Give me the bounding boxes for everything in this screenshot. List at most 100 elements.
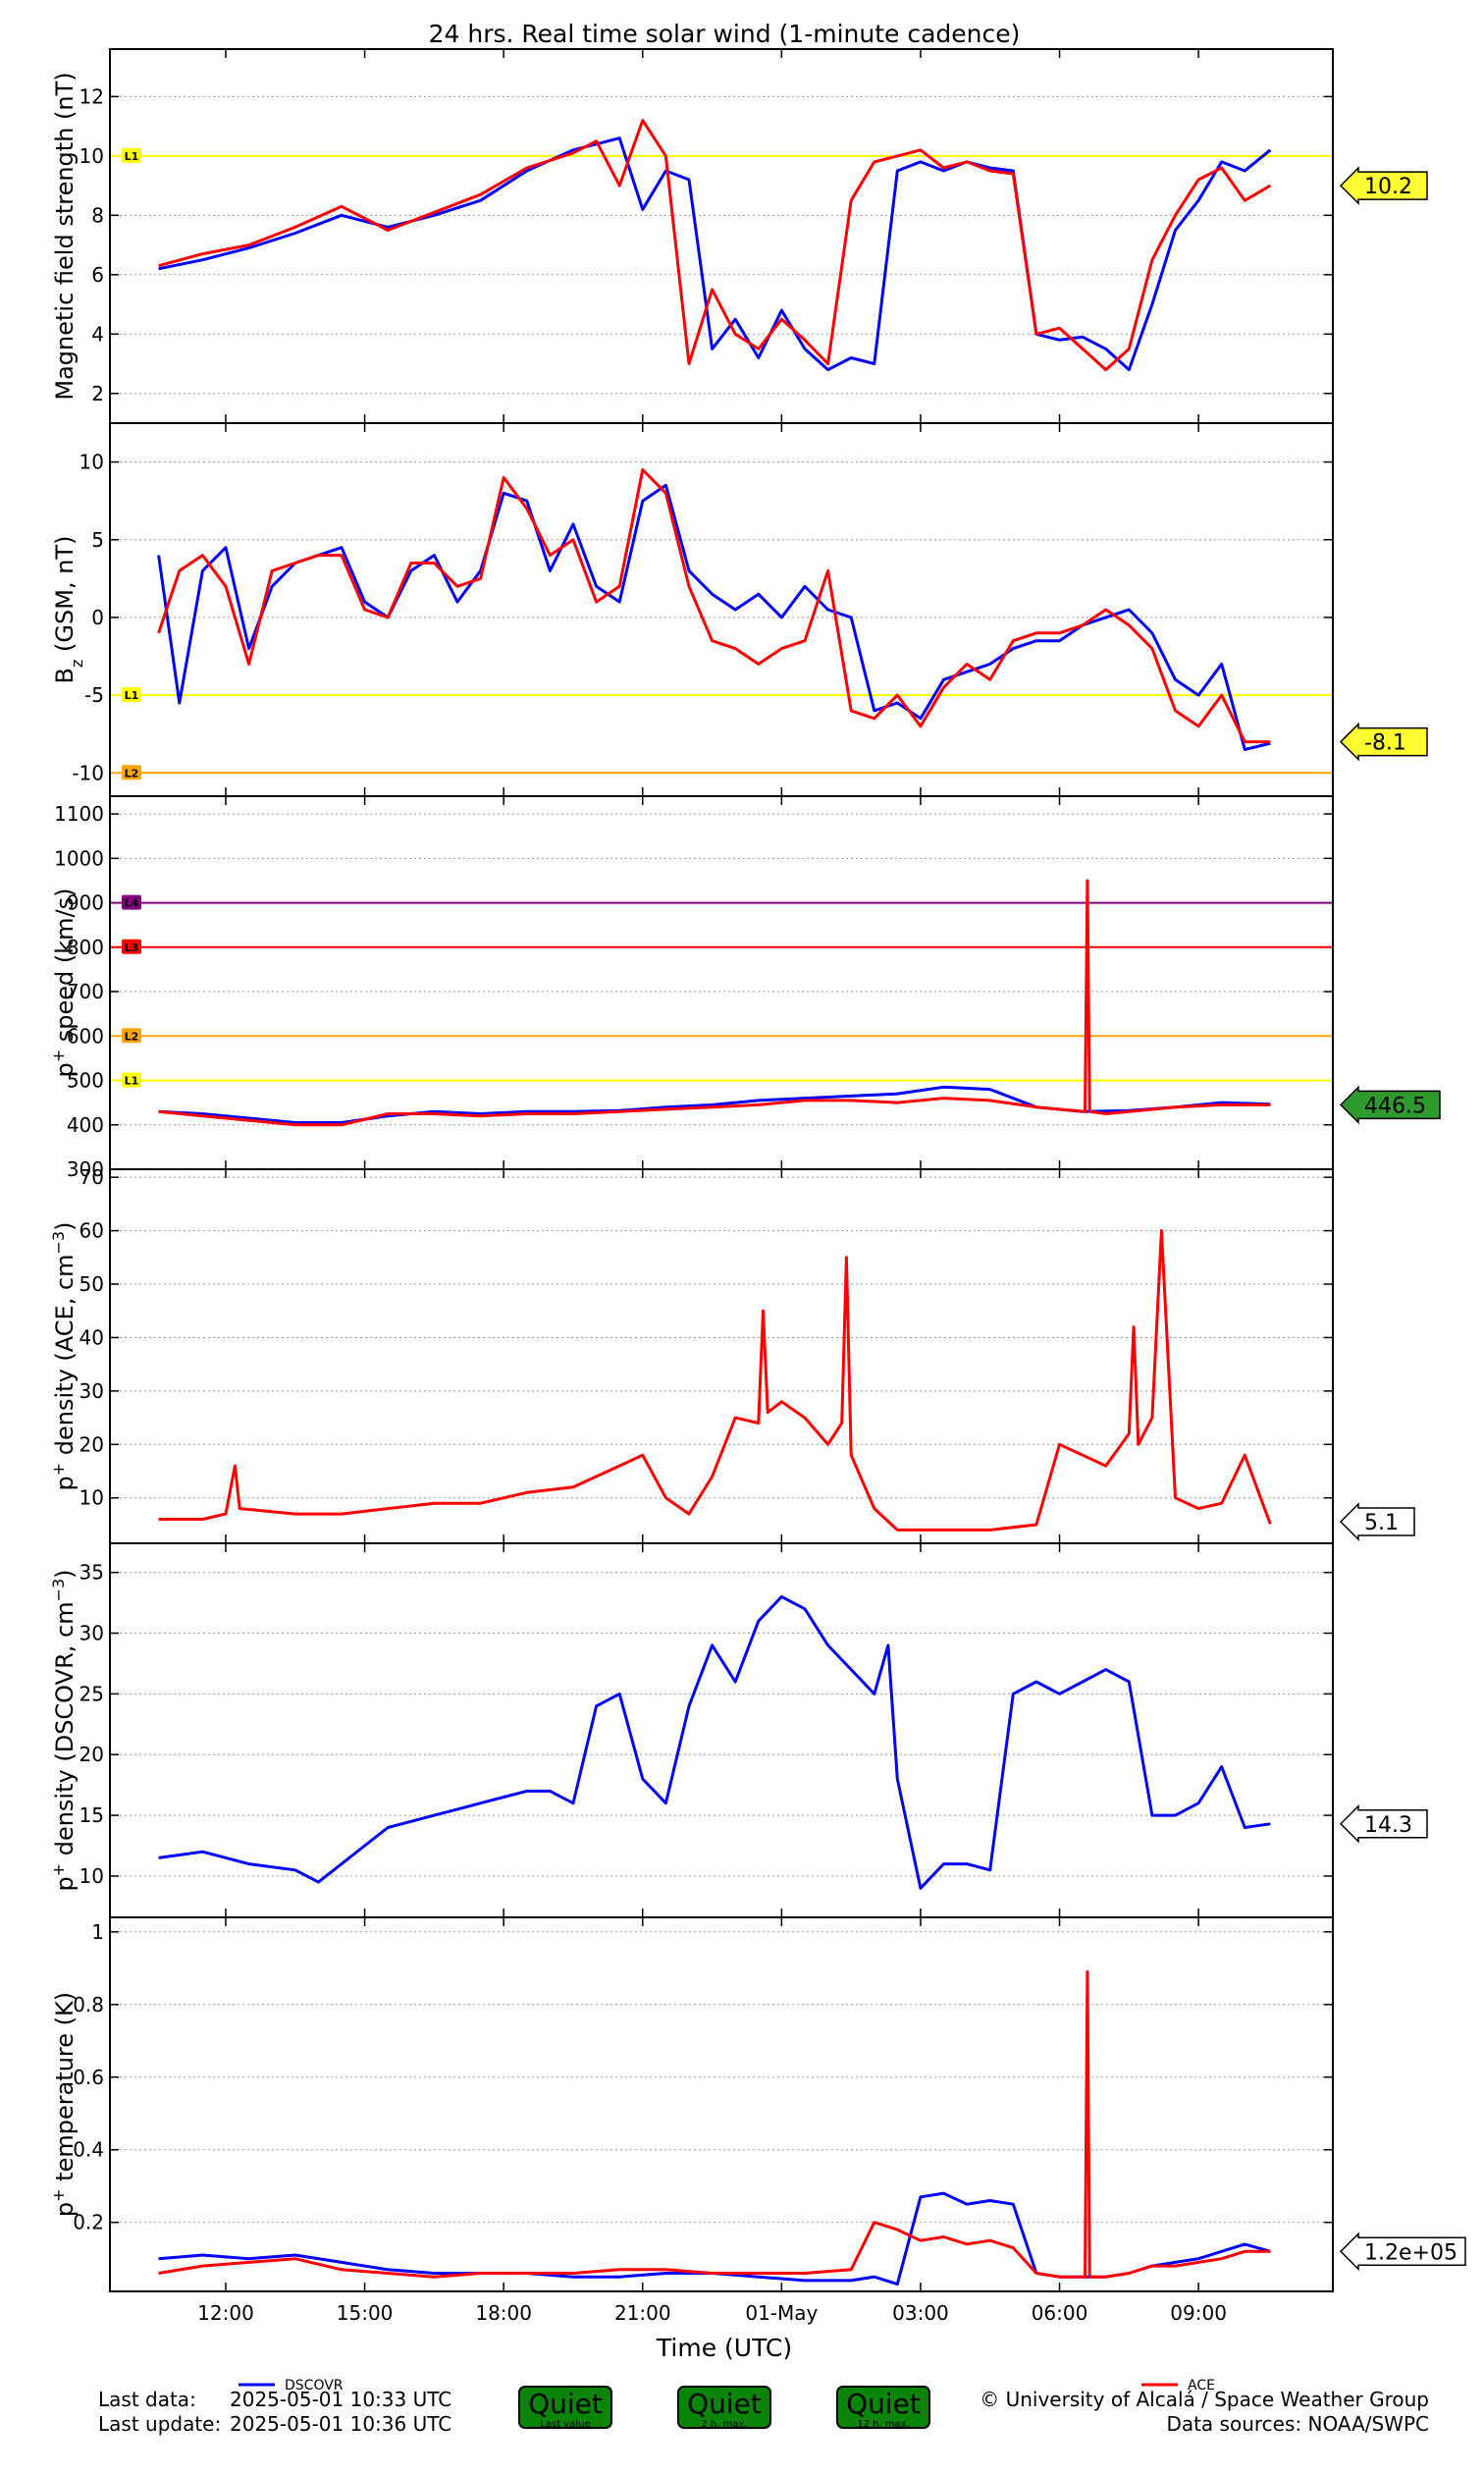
panel-bt-frame xyxy=(109,48,1334,424)
status-last-value-label: Quiet xyxy=(528,2388,603,2420)
series-dscovr-density_dscovr xyxy=(158,1594,1271,1890)
legend-ace-label: ACE xyxy=(1188,2378,1215,2393)
panel-bz-threshold-badge xyxy=(122,765,141,780)
panel-speed-threshold-badge xyxy=(122,1028,141,1044)
panel-density_ace-current-arrow-icon xyxy=(1339,1502,1415,1541)
panel-bz-current-value: -8.1 xyxy=(1364,731,1406,756)
panel-speed-threshold-badge xyxy=(122,1072,141,1088)
status-12h-max-label: Quiet xyxy=(846,2388,921,2420)
panel-density_dscovr-ytick-label: 15 xyxy=(80,1803,104,1827)
panel-bt-threshold-label: L1 xyxy=(125,150,139,163)
x-tick-label: 01-May xyxy=(745,2301,818,2325)
panel-speed-ytick-label: 1000 xyxy=(54,846,104,870)
panel-temperature-ytick-label: 0.4 xyxy=(73,2138,104,2162)
panel-density_ace-ytick-label: 10 xyxy=(80,1486,104,1510)
panel-bt: 2 4 6 8 10 12 L1 Magnetic field strength (nT) 10… xyxy=(51,48,1428,424)
panel-bz-ytick-label: 0 xyxy=(91,606,104,629)
panel-temperature-ytick-label: 0.6 xyxy=(73,2066,104,2089)
panel-density_dscovr-ytick-label: 35 xyxy=(80,1561,104,1585)
panel-bz-frame xyxy=(109,422,1334,797)
panel-temperature-ylabel: p+ temperature (K) xyxy=(49,1992,80,2217)
panel-density_dscovr-ytick-label: 20 xyxy=(80,1743,104,1766)
panel-bz-ytick-label: 10 xyxy=(80,451,104,474)
x-tick-label: 03:00 xyxy=(892,2301,949,2325)
panel-bt-ylabel: Magnetic field strength (nT) xyxy=(51,72,79,400)
panel-temperature-ytick-label: 0.8 xyxy=(73,1993,104,2017)
x-tick-label: 12:00 xyxy=(197,2301,254,2325)
status-2h-max-label: Quiet xyxy=(687,2388,762,2420)
panel-temperature-ytick-label: 0.2 xyxy=(73,2211,104,2234)
series-ace-bz xyxy=(157,468,1271,744)
panel-bz-ylabel: Bz (GSM, nT) xyxy=(51,536,86,684)
chart-title: 24 hrs. Real time solar wind (1-minute c… xyxy=(429,20,1021,48)
panel-density_ace-ytick-label: 30 xyxy=(80,1379,104,1403)
series-ace-speed xyxy=(158,879,1271,1127)
panel-speed-ylabel: p+ speed (km/s) xyxy=(49,888,80,1078)
panel-speed-threshold-badge xyxy=(122,939,141,954)
status-2h-max: Quiet 2 h. max. xyxy=(677,2386,771,2430)
panel-speed: 300 400 500 600 700 800 900 1000 1100 L1 L2 L3 L4 p+ … xyxy=(49,795,1441,1181)
panel-density_dscovr-ytick-label: 10 xyxy=(80,1864,104,1888)
series-ace-density_ace xyxy=(158,1229,1272,1532)
panel-speed-ytick-label: 700 xyxy=(67,980,104,1003)
panel-density_ace-ytick-label: 50 xyxy=(80,1272,104,1296)
panel-density_ace-ylabel: p+ density (ACE, cm−3) xyxy=(49,1222,80,1491)
panel-speed-threshold-label: L1 xyxy=(125,1075,139,1088)
panel-bz-ytick-label: 5 xyxy=(91,528,104,552)
panel-bt-current-value: 10.2 xyxy=(1364,175,1412,199)
last-update-value: 2025-05-01 10:36 UTC xyxy=(230,2412,452,2436)
last-update-label: Last update: xyxy=(98,2412,222,2436)
copyright: © University of Alcalá / Space Weather G… xyxy=(980,2388,1429,2411)
panel-density_dscovr-current-arrow-icon xyxy=(1339,1803,1428,1844)
panel-temperature-frame xyxy=(109,1916,1334,2292)
legend-dscovr: DSCOVR xyxy=(238,2378,344,2393)
panel-speed-threshold-badge xyxy=(122,894,141,910)
panel-bz-threshold-label: L1 xyxy=(125,689,139,702)
panel-density_ace-ytick-label: 70 xyxy=(80,1165,104,1189)
panel-bz-ytick-label: -5 xyxy=(84,683,104,707)
panel-bt-current-arrow-icon xyxy=(1339,166,1428,205)
panel-density_ace-ytick-label: 60 xyxy=(80,1219,104,1243)
panel-speed-frame xyxy=(109,795,1334,1170)
x-tick-label: 21:00 xyxy=(614,2301,671,2325)
panel-bt-ytick-label: 10 xyxy=(80,144,104,168)
x-tick-label: 06:00 xyxy=(1032,2301,1088,2325)
status-12h-max-sub: 12 h. max. xyxy=(857,2419,910,2430)
status-last-value-sub: Last value xyxy=(540,2419,591,2430)
panel-density_dscovr-frame xyxy=(109,1542,1334,1918)
panel-density_ace-current-value: 5.1 xyxy=(1364,1511,1399,1535)
series-ace-temperature xyxy=(158,1970,1271,2279)
panel-speed-ytick-label: 500 xyxy=(67,1069,104,1093)
panel-density_dscovr: 10 15 20 25 30 35p+ density (DSCOVR, cm−3) 14.… xyxy=(49,1542,1428,1918)
panel-speed-threshold-label: L3 xyxy=(125,941,139,954)
panel-bt-ytick-label: 12 xyxy=(80,84,104,108)
panel-density_ace-ytick-label: 20 xyxy=(80,1432,104,1456)
x-axis-label: Time (UTC) xyxy=(656,2334,792,2362)
panel-temperature-current-arrow-icon xyxy=(1339,2232,1466,2272)
panel-density_dscovr-ytick-label: 30 xyxy=(80,1622,104,1645)
panel-bz: -10 -5 0 5 10 L1 L2 Bz (GSM, nT) -8.1 xyxy=(51,422,1428,797)
panel-density_ace-ytick-label: 40 xyxy=(80,1325,104,1349)
x-tick-label: 18:00 xyxy=(475,2301,532,2325)
panel-speed-current-value: 446.5 xyxy=(1364,1094,1426,1118)
panel-speed-ytick-label: 600 xyxy=(67,1024,104,1048)
panel-speed-ytick-label: 800 xyxy=(67,936,104,959)
panel-bz-current-arrow-icon xyxy=(1339,722,1428,762)
last-data-label: Last data: xyxy=(98,2388,196,2411)
panel-speed-threshold-label: L2 xyxy=(125,1030,139,1043)
x-tick-label: 09:00 xyxy=(1170,2301,1227,2325)
series-dscovr-bt xyxy=(158,136,1272,372)
series-dscovr-speed xyxy=(158,1085,1271,1124)
x-tick-label: 15:00 xyxy=(337,2301,394,2325)
panel-speed-ytick-label: 900 xyxy=(67,891,104,915)
panel-speed-current-arrow-icon xyxy=(1339,1085,1441,1125)
panel-bz-threshold-badge xyxy=(122,687,141,703)
panel-density_ace-frame xyxy=(109,1168,1334,1544)
panel-bz-ytick-label: -10 xyxy=(72,761,104,784)
panel-bt-threshold-badge xyxy=(122,147,141,163)
series-ace-bt xyxy=(158,119,1272,372)
legend-dscovr-label: DSCOVR xyxy=(285,2378,344,2393)
legend-ace: ACE xyxy=(1141,2378,1215,2393)
